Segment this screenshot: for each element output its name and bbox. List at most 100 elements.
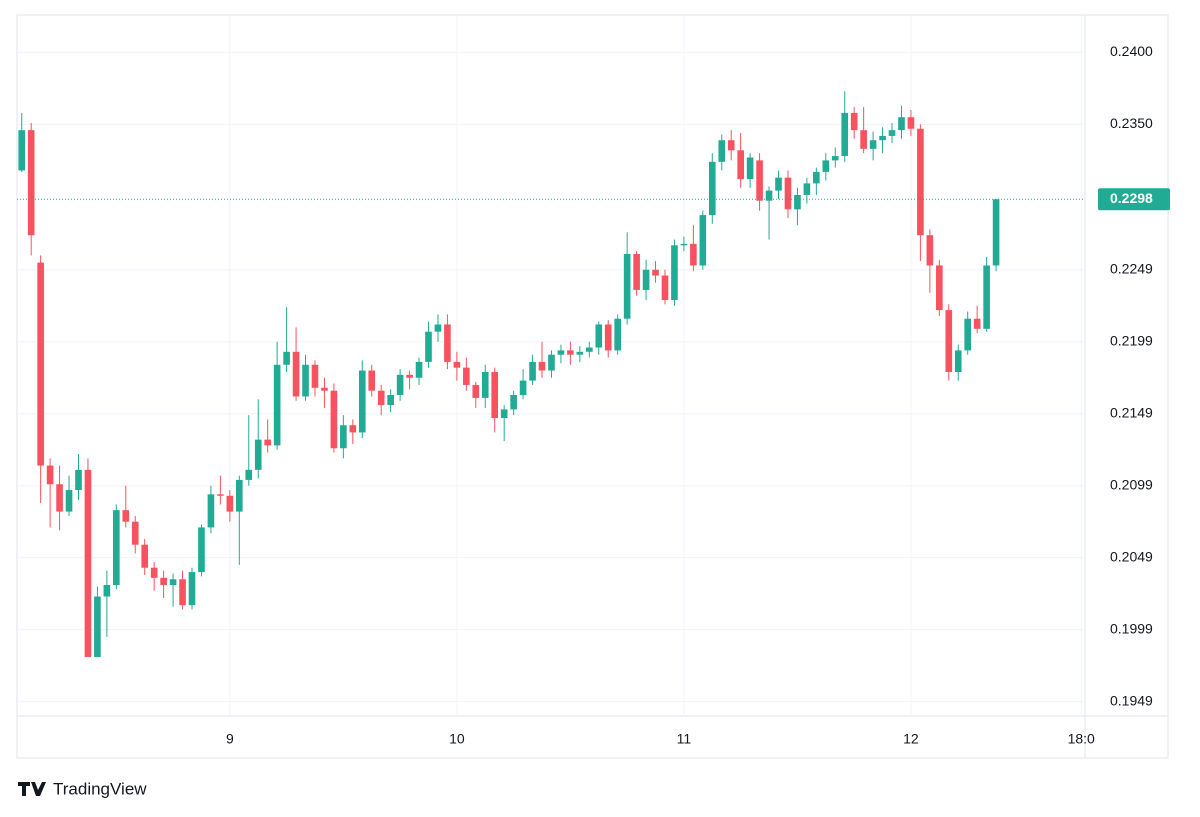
candle-body	[463, 367, 470, 385]
candle	[746, 153, 754, 188]
candle-body	[888, 130, 896, 136]
logo: TradingView	[18, 779, 147, 798]
candle	[358, 360, 366, 439]
candle-body	[945, 310, 953, 372]
last-price-label: 0.2298	[1110, 190, 1153, 206]
candle-body	[907, 117, 915, 129]
candle	[567, 341, 574, 365]
candle-body	[746, 157, 754, 180]
candle	[510, 390, 517, 416]
candle-body	[122, 510, 130, 522]
candle-body	[65, 490, 73, 512]
candle	[973, 305, 981, 334]
candle	[945, 304, 953, 381]
candle	[179, 570, 186, 610]
candle-body	[879, 135, 886, 141]
candle-body	[56, 484, 63, 512]
candle	[444, 314, 451, 370]
candle	[340, 415, 347, 459]
candle-body	[103, 585, 111, 597]
candle-body	[321, 387, 328, 391]
x-tick-label: 10	[449, 731, 465, 747]
candle	[548, 350, 555, 378]
candle	[917, 124, 924, 262]
candle-body	[708, 161, 716, 216]
candle	[727, 130, 735, 161]
candle-body	[661, 275, 669, 301]
candle	[273, 341, 281, 450]
candle-body	[84, 469, 92, 657]
candle-body	[358, 370, 366, 433]
candle-body	[264, 439, 271, 446]
candle-body	[983, 265, 990, 329]
candle-body	[633, 253, 640, 290]
candle	[113, 504, 120, 590]
candle-body	[349, 425, 357, 433]
candle-body	[273, 364, 281, 446]
candle-body	[652, 269, 659, 276]
candle	[18, 112, 26, 172]
candle	[387, 389, 394, 413]
y-tick-label: 0.2049	[1110, 548, 1153, 564]
candle	[822, 153, 830, 181]
y-tick-label: 0.2400	[1110, 43, 1153, 59]
candle	[453, 351, 461, 381]
candle-body	[472, 384, 480, 398]
candle-body	[27, 130, 35, 236]
candle	[794, 187, 801, 226]
candle-body	[567, 350, 574, 355]
candle-body	[529, 361, 536, 381]
y-tick-label: 0.2199	[1110, 332, 1153, 348]
candle-body	[595, 324, 603, 348]
candle	[463, 357, 470, 391]
y-tick-label: 0.2149	[1110, 404, 1153, 420]
candle	[879, 127, 886, 154]
candle	[46, 458, 54, 528]
candle	[94, 586, 101, 657]
candle	[330, 383, 338, 453]
candle-body	[254, 439, 262, 470]
candle-body	[850, 112, 858, 131]
candle-body	[623, 253, 631, 319]
candle-body	[680, 243, 688, 246]
candle	[311, 360, 319, 397]
candle-body	[491, 371, 499, 419]
candle	[103, 570, 111, 637]
candle-body	[964, 318, 972, 351]
candle-body	[75, 469, 82, 491]
candle	[671, 239, 678, 306]
candle	[131, 515, 139, 554]
candle-body	[377, 390, 385, 406]
candle-body	[188, 572, 196, 606]
attribution: TradingView	[53, 779, 147, 798]
candle	[595, 321, 603, 355]
candle-body	[548, 354, 555, 371]
candle	[529, 354, 536, 385]
candle-body	[926, 235, 934, 266]
candle-body	[794, 194, 801, 210]
candle	[160, 570, 167, 598]
candle	[576, 346, 584, 362]
candle	[661, 269, 669, 305]
candle-body	[784, 177, 792, 210]
candle-body	[557, 350, 565, 355]
candle	[368, 364, 376, 397]
candle	[557, 344, 565, 364]
candle	[122, 485, 130, 528]
y-tick-label: 0.1999	[1110, 620, 1153, 636]
candle-body	[330, 390, 338, 449]
candle	[169, 573, 177, 607]
candle-body	[614, 318, 622, 351]
candle	[377, 384, 385, 416]
candle	[254, 399, 262, 479]
candle-body	[510, 395, 517, 410]
candle-body	[94, 596, 101, 657]
candle-body	[586, 347, 593, 352]
chart-frame	[16, 14, 1169, 759]
candle-body	[765, 190, 773, 201]
candle	[586, 341, 593, 358]
candle	[349, 419, 357, 444]
y-tick-label: 0.2249	[1110, 260, 1153, 276]
candle	[614, 314, 622, 355]
candle	[415, 357, 423, 385]
